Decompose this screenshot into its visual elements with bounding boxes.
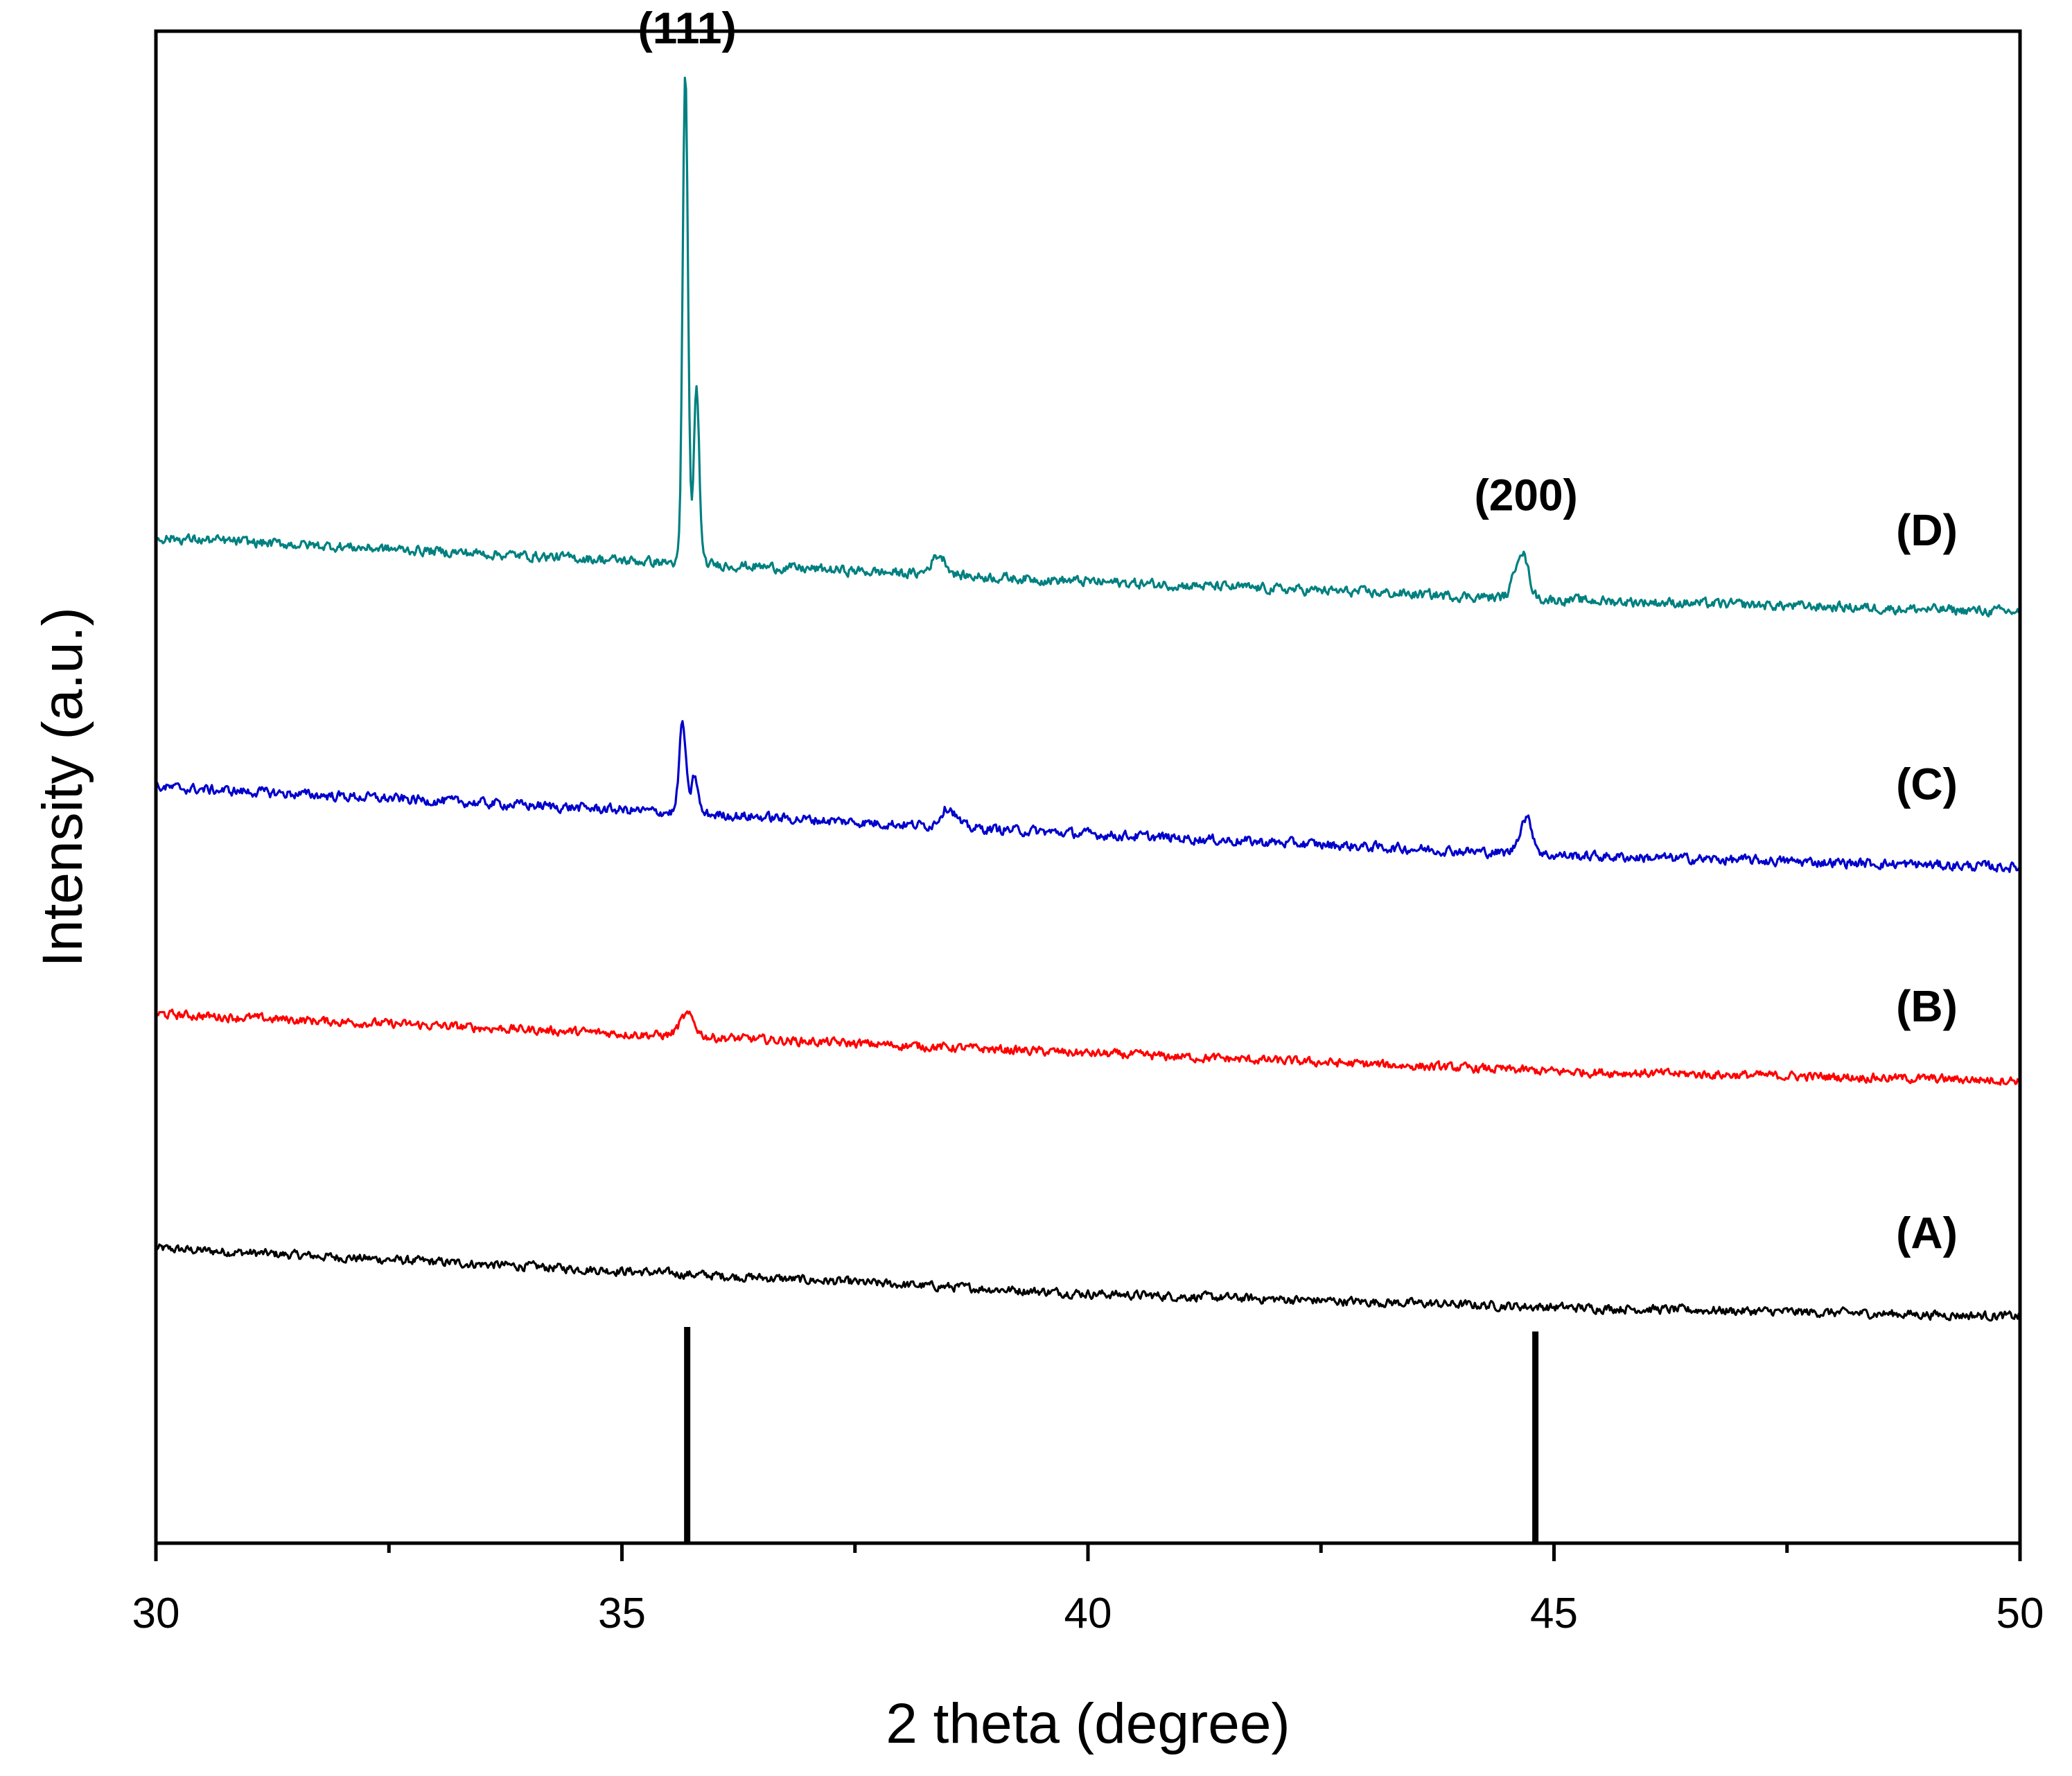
x-tick-label: 45 [1530,1590,1578,1637]
annotation-label: (A) [1896,1208,1958,1258]
annotation-label: (200) [1474,471,1577,520]
series-line-c [155,720,2021,873]
annotation-label: (C) [1896,759,1958,809]
x-tick-label: 50 [1996,1590,2044,1637]
x-tick-label: 40 [1064,1590,1112,1637]
x-axis-label: 2 theta (degree) [886,1692,1290,1755]
series-line-b [155,1008,2021,1086]
x-axis-ticks: 30 35 40 45 50 [132,1543,2044,1637]
annotation-label: (B) [1896,981,1958,1031]
annotation-label: (D) [1896,505,1958,555]
series-line-d [155,76,2021,618]
annotations: (111) (200) (D) (C) (B) (A) [638,3,1957,1258]
x-tick-label: 30 [132,1590,180,1637]
series-layer [155,76,2021,1322]
annotation-label: (111) [638,3,736,53]
y-axis-label: Intensity (a.u.) [31,607,94,967]
series-line-a [155,1243,2021,1322]
reference-lines [684,1326,1539,1543]
x-tick-label: 35 [598,1590,646,1637]
